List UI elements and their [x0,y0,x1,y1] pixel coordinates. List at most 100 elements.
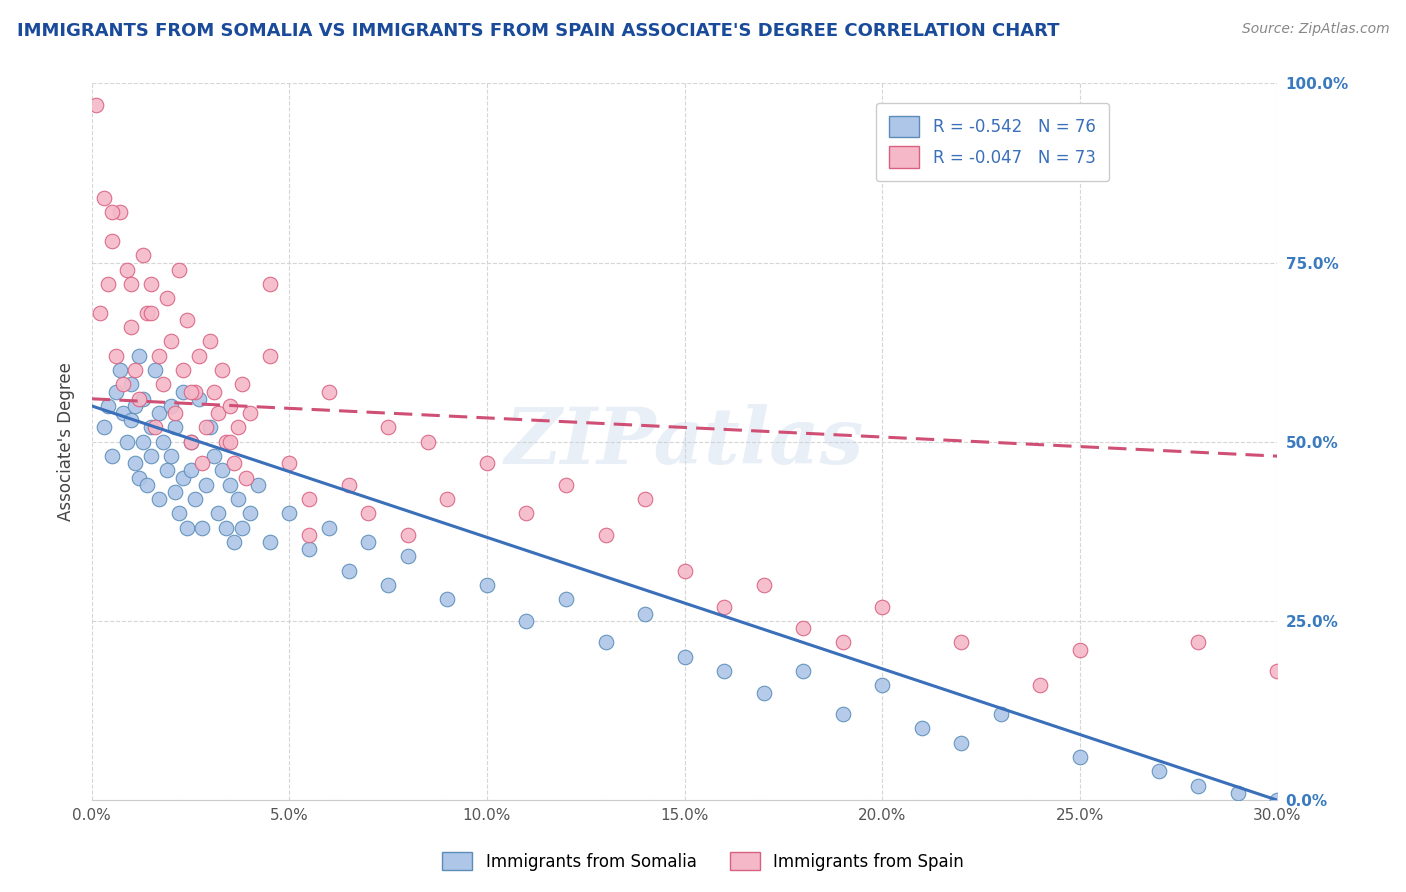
Point [97,277,120,292]
Point [167,262,190,277]
Point [231,521,253,535]
Point [187,349,209,363]
Point [831,635,853,649]
Point [128,470,150,484]
Point [910,722,932,736]
Point [475,456,498,470]
Point [202,449,225,463]
Point [172,384,194,399]
Point [100,234,122,248]
Point [148,492,170,507]
Point [1029,678,1052,692]
Point [167,507,190,521]
Point [235,470,257,484]
Point [226,492,249,507]
Point [1069,750,1091,764]
Point [259,349,281,363]
Point [222,456,245,470]
Point [124,456,146,470]
Point [112,406,135,420]
Point [160,334,183,349]
Point [475,578,498,592]
Point [172,363,194,377]
Text: Source: ZipAtlas.com: Source: ZipAtlas.com [1241,22,1389,37]
Point [211,463,233,477]
Point [132,248,155,262]
Point [136,306,159,320]
Point [515,507,537,521]
Point [124,363,146,377]
Point [160,449,183,463]
Point [219,434,242,449]
Point [673,649,696,664]
Point [298,542,321,557]
Point [595,635,617,649]
Point [187,392,209,406]
Point [318,384,340,399]
Point [163,406,186,420]
Point [436,592,458,607]
Point [152,434,174,449]
Point [515,614,537,628]
Point [298,528,321,542]
Point [180,384,202,399]
Point [191,521,214,535]
Point [139,306,162,320]
Point [183,384,205,399]
Point [176,521,198,535]
Point [396,549,419,564]
Point [108,205,131,219]
Point [120,277,142,292]
Y-axis label: Associate's Degree: Associate's Degree [58,362,75,521]
Point [202,384,225,399]
Point [278,507,301,521]
Point [132,392,155,406]
Point [163,485,186,500]
Point [555,477,578,491]
Point [337,564,360,578]
Text: IMMIGRANTS FROM SOMALIA VS IMMIGRANTS FROM SPAIN ASSOCIATE'S DEGREE CORRELATION : IMMIGRANTS FROM SOMALIA VS IMMIGRANTS FR… [17,22,1059,40]
Point [120,377,142,392]
Point [231,377,253,392]
Point [870,599,893,614]
Point [239,406,262,420]
Point [207,406,229,420]
Point [211,363,233,377]
Point [950,736,973,750]
Point [120,320,142,334]
Point [436,492,458,507]
Point [673,564,696,578]
Point [1147,764,1170,779]
Point [143,363,166,377]
Point [357,535,380,549]
Point [634,492,657,507]
Point [148,349,170,363]
Point [713,664,735,678]
Point [148,406,170,420]
Point [1226,786,1249,800]
Point [357,507,380,521]
Point [1187,779,1209,793]
Point [634,607,657,621]
Point [132,434,155,449]
Point [156,463,179,477]
Point [176,313,198,327]
Point [93,191,115,205]
Point [831,707,853,722]
Point [120,413,142,427]
Point [97,399,120,413]
Point [259,535,281,549]
Point [191,456,214,470]
Point [180,434,202,449]
Point [1265,664,1288,678]
Point [152,377,174,392]
Point [180,463,202,477]
Point [555,592,578,607]
Point [792,621,814,635]
Point [226,420,249,434]
Point [298,492,321,507]
Point [139,277,162,292]
Point [259,277,281,292]
Point [124,399,146,413]
Point [215,434,238,449]
